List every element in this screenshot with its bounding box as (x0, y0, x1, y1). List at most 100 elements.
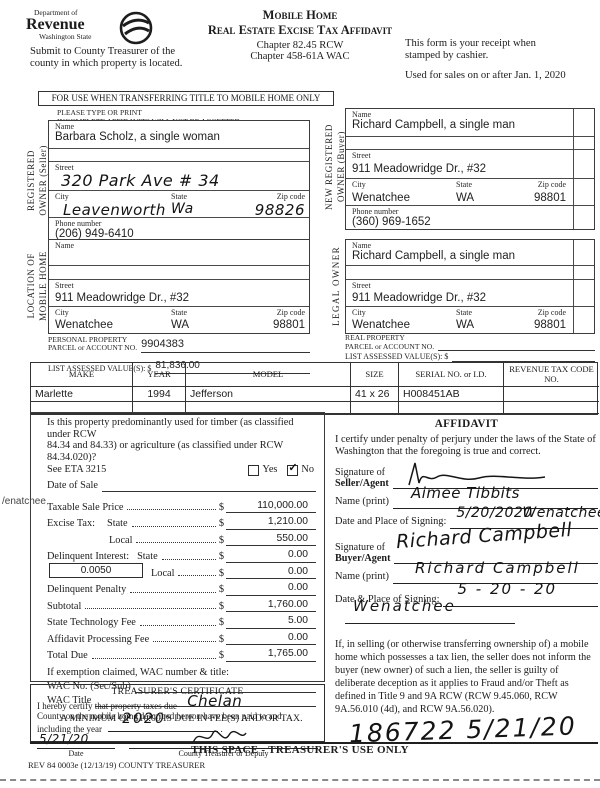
seller-signature-field (392, 462, 598, 489)
date-of-sale-row: Date of Sale (47, 480, 316, 492)
col-header-year: YEAR (133, 363, 186, 387)
treasurer-line1: I hereby certify that property taxes due… (37, 693, 318, 712)
dot-leader (130, 591, 216, 593)
row-value: 0.00 (226, 549, 316, 563)
cell-make-2 (31, 402, 133, 414)
deputy-caption: County Treasurer or Deputy (178, 749, 269, 758)
form-title-block: Mobile Home Real Estate Excise Tax Affid… (170, 8, 430, 62)
personal-property-account: 9904383 (141, 338, 184, 350)
dor-logo-block: Department of Revenue Washington State (26, 8, 166, 45)
dot-leader (91, 657, 216, 659)
dollar-sign: $ (218, 600, 224, 612)
buyer-street-row: Street 911 Meadowridge Dr., #32 (346, 150, 594, 179)
location-state-value: WA (171, 319, 190, 331)
wac-title-field (95, 705, 316, 707)
col-header-size: SIZE (351, 363, 399, 387)
wac-no-field (134, 691, 316, 693)
tax-row-delinquent-interest-local: 0.0050 Local $ 0.00 (47, 562, 316, 580)
row-value: 1,210.00 (226, 516, 316, 530)
location-zip-value: 98801 (273, 319, 305, 331)
dot-leader (161, 558, 216, 560)
treasurer-signature-field (129, 730, 318, 749)
date-of-sale-label: Date of Sale (47, 480, 98, 492)
col-header-revenue-tax-code: REVENUE TAX CODE NO. (504, 363, 599, 387)
street-label: Street (352, 281, 371, 290)
seller-city-row: City Leavenworth State Wa Zip code 98826 (49, 191, 309, 219)
buyer-state-value: WA (456, 192, 475, 204)
legal-owner-section-label: LEGAL OWNER (328, 239, 344, 332)
wac-no-row: WAC No. (Sec/Sub) (47, 679, 316, 693)
title-line1: Mobile Home (262, 8, 338, 22)
zip-label: Zip code (537, 308, 566, 317)
timber-yes-checkbox[interactable]: Yes (248, 464, 277, 476)
legal-blank-row (346, 266, 594, 280)
seller-city-value: Leavenworth (63, 201, 166, 219)
affidavit-section: AFFIDAVIT I certify under penalty of per… (335, 418, 600, 748)
buyer-name-print-row: Name (print) Richard Campbell (335, 560, 598, 584)
local-rate-box: 0.0050 (49, 562, 143, 578)
row-sublabel: State (137, 551, 158, 563)
submit-line1: Submit to County Treasurer of the (30, 46, 176, 57)
row-label: State Technology Fee (47, 617, 136, 629)
row-value: 110,000.00 (226, 500, 316, 514)
tear-line (0, 779, 600, 781)
timber-no-checkbox[interactable]: ✓ No (287, 461, 314, 476)
treasurer-use-only-text: THIS SPACE - TREASURER'S USE ONLY (191, 744, 409, 756)
personal-property-label2: PARCEL or ACCOUNT NO. (48, 343, 138, 353)
tax-computation-box: Is this property predominantly used for … (30, 412, 325, 724)
seller-name-row: Name Barbara Scholz, a single woman (49, 121, 309, 149)
col-header-model: MODEL (186, 363, 351, 387)
location-label-line2: MOBILE HOME (37, 250, 48, 321)
dollar-sign: $ (218, 617, 224, 629)
seller-signature-row: Signature of Seller/Agent (335, 462, 598, 489)
legal-state-value: WA (456, 319, 475, 331)
chapter1: Chapter 82.45 RCW (256, 40, 344, 51)
no-label: No (301, 464, 314, 476)
treasurer-line2: County on the mobile home described here… (37, 711, 282, 721)
city-label: City (55, 192, 69, 201)
row-label: Subtotal (47, 600, 82, 612)
street-label: Street (352, 151, 371, 160)
dot-leader (136, 542, 216, 544)
name-label: Name (352, 110, 372, 119)
buyer-place-value: Wenatchee (353, 596, 456, 615)
form-revision-number: REV 84 0003e (12/13/19) COUNTY TREASURER (28, 760, 206, 770)
wac-no-label: WAC No. (Sec/Sub) (47, 680, 131, 692)
location-box: Name Street 911 Meadowridge Dr., #32 Cit… (48, 239, 310, 334)
seller-zip-value: 98826 (254, 201, 305, 219)
title-line2: Real Estate Excise Tax Affidavit (207, 23, 393, 37)
row-value: 1,760.00 (226, 599, 316, 613)
row-value: 1,765.00 (226, 648, 316, 662)
seller-date-place-label: Date and Place of Signing: (335, 516, 447, 527)
cell-size: 41 x 26 (351, 387, 399, 402)
location-city-row: City Wenatchee State WA Zip code 98801 (49, 307, 309, 333)
wac-title-label: WAC Title (47, 694, 92, 706)
see-eta-note: See ETA 3215 (47, 464, 107, 476)
tax-row-affidavit-processing-fee: Affidavit Processing Fee $ 0.00 (47, 629, 316, 646)
agency-sub: Washington State (39, 32, 92, 41)
tax-row-delinquent-penalty: Delinquent Penalty $ 0.00 (47, 579, 316, 596)
buyer-place-row: Wenatchee (335, 598, 515, 624)
buyer-phone-row: Phone number (360) 969-1652 (346, 206, 594, 229)
buyer-blank-row (346, 137, 594, 150)
legal-name-row: Name Richard Campbell, a single man (346, 240, 594, 266)
street-label: Street (55, 163, 74, 172)
date-caption: Date (68, 749, 84, 758)
treasurer-signature-icon (192, 730, 247, 744)
cell-size-2 (351, 402, 399, 414)
certify-line1: I certify under penalty of perjury under… (335, 433, 596, 445)
state-label: State (456, 180, 472, 189)
dollar-sign: $ (218, 501, 224, 513)
buyer-city-row: City Wenatchee State WA Zip code 98801 (346, 179, 594, 206)
location-city-value: Wenatchee (55, 319, 113, 331)
buyer-name-row: Name Richard Campbell, a single man (346, 109, 594, 137)
timber-question-line2: 84.34 and 84.33) or agriculture (as clas… (47, 440, 284, 463)
checkmark-icon: ✓ (288, 461, 298, 474)
buyer-zip-value: 98801 (534, 192, 566, 204)
cell-serial-2 (399, 402, 504, 414)
seller-name-value: Barbara Scholz, a single woman (55, 131, 220, 143)
legal-street-value: 911 Meadowridge Dr., #32 (352, 292, 487, 304)
tax-row-total-due: Total Due $ 1,765.00 (47, 645, 316, 662)
row-label: Excise Tax: (47, 518, 95, 530)
zip-label: Zip code (537, 180, 566, 189)
